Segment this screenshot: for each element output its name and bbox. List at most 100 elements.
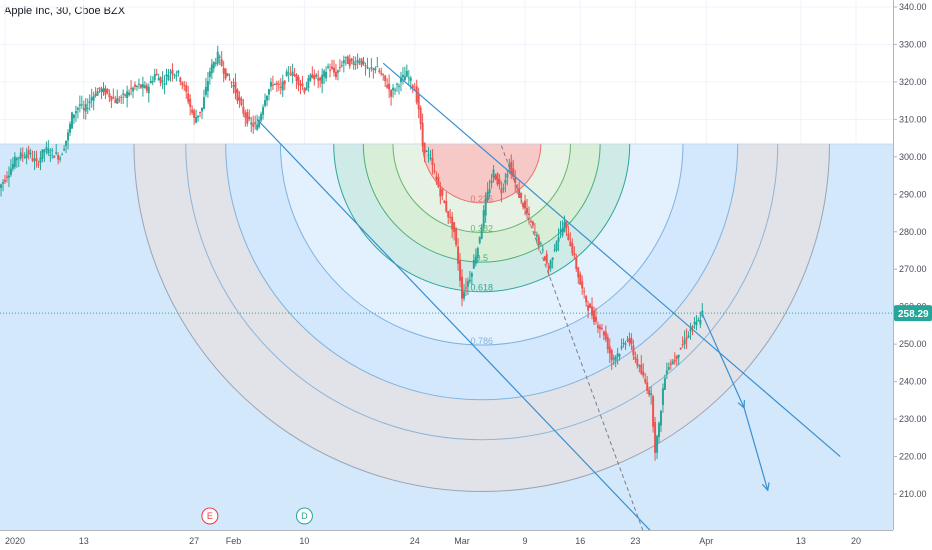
candle-up — [49, 155, 52, 157]
candle-up — [23, 156, 26, 158]
candle-up — [33, 159, 36, 161]
candle-up — [269, 81, 272, 87]
candle-down — [600, 327, 603, 329]
candle-down — [4, 179, 6, 182]
candle-up — [620, 346, 623, 349]
candle-up — [476, 248, 479, 259]
candle-down — [104, 88, 107, 95]
candle-down — [441, 189, 444, 196]
candle-down — [303, 88, 306, 93]
candle-up — [368, 68, 371, 70]
candle-up — [208, 71, 211, 78]
candle-down — [390, 89, 393, 97]
candle-up — [143, 85, 146, 88]
candle-down — [533, 231, 536, 233]
candle-up — [173, 74, 176, 76]
candle-up — [157, 78, 160, 81]
candle-up — [374, 68, 377, 71]
candle-down — [193, 110, 196, 118]
candle-down — [171, 69, 174, 75]
candle-down — [581, 281, 584, 289]
candle-up — [47, 148, 50, 154]
candle-down — [27, 149, 30, 155]
y-tick-label: 340.00 — [899, 2, 927, 12]
candle-down — [35, 158, 38, 162]
candle-up — [618, 354, 621, 357]
candle-up — [687, 335, 690, 338]
candle-down — [234, 81, 237, 93]
candle-down — [636, 358, 639, 366]
candle-up — [214, 62, 217, 65]
candle-down — [179, 77, 182, 83]
candle-down — [329, 69, 332, 71]
candle-up — [161, 80, 164, 82]
candle-down — [311, 74, 314, 78]
candle-up — [195, 116, 198, 123]
y-tick-label: 300.00 — [899, 152, 927, 162]
candle-up — [262, 107, 265, 115]
candle-down — [110, 96, 113, 101]
y-tick-label: 330.00 — [899, 39, 927, 49]
candle-up — [661, 388, 664, 406]
candle-down — [388, 83, 391, 90]
x-tick-label: 16 — [575, 536, 585, 546]
y-tick-label: 220.00 — [899, 452, 927, 462]
candle-down — [98, 87, 101, 90]
candle-down — [277, 83, 280, 85]
candle-down — [565, 220, 568, 228]
candle-up — [17, 157, 20, 159]
event-marker-label: E — [207, 511, 213, 521]
candle-up — [100, 89, 103, 93]
candle-down — [244, 112, 247, 118]
trendlines — [256, 62, 841, 530]
candle-up — [258, 119, 261, 128]
x-tick-label: 2020 — [5, 536, 25, 546]
candle-down — [411, 85, 414, 88]
candle-down — [242, 106, 245, 114]
candle-up — [344, 56, 347, 58]
candle-down — [604, 331, 607, 340]
candle-up — [260, 113, 263, 121]
candle-up — [177, 70, 180, 74]
candle-down — [5, 176, 8, 178]
x-tick-label: Mar — [454, 536, 470, 546]
candle-down — [181, 82, 184, 86]
candle-down — [644, 378, 647, 383]
candle-down — [585, 296, 588, 303]
candle-down — [124, 94, 127, 96]
candle-down — [114, 99, 117, 103]
candle-down — [598, 326, 601, 330]
candle-down — [524, 200, 527, 209]
candle-up — [291, 71, 294, 76]
candle-up — [55, 152, 58, 154]
candle-down — [238, 96, 241, 101]
candle-up — [504, 179, 507, 184]
candle-up — [63, 149, 66, 151]
x-tick-label: 13 — [796, 536, 806, 546]
candle-down — [139, 84, 142, 88]
candle-up — [622, 342, 625, 344]
candle-up — [169, 71, 172, 73]
candle-down — [319, 77, 322, 81]
candle-up — [551, 257, 554, 260]
candle-up — [502, 188, 505, 190]
candle-up — [167, 75, 170, 81]
candle-down — [299, 84, 302, 86]
candle-up — [557, 237, 560, 242]
candle-down — [382, 74, 385, 76]
candle-up — [658, 423, 661, 437]
candle-up — [693, 322, 696, 324]
candle-up — [90, 97, 93, 101]
candle-up — [492, 169, 495, 178]
candle-up — [506, 174, 509, 178]
candle-down — [575, 257, 578, 269]
candle-down — [569, 241, 572, 247]
candle-up — [67, 132, 70, 141]
candle-down — [654, 422, 657, 453]
candle-down — [220, 59, 223, 66]
event-marker — [201, 507, 219, 525]
last-price-tag-label: 258.29 — [898, 309, 929, 320]
candle-down — [145, 85, 148, 91]
candle-up — [9, 168, 12, 175]
